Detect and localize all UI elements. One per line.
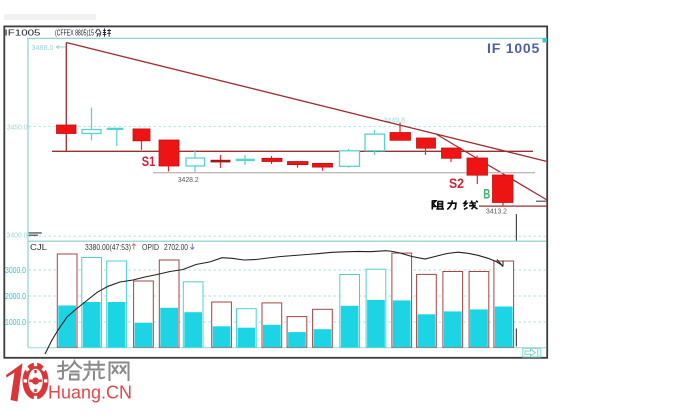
svg-text:3000.0: 3000.0: [5, 266, 27, 275]
svg-text:3488.0: 3488.0: [32, 43, 54, 52]
svg-text:3413.2: 3413.2: [486, 207, 507, 216]
svg-text:B: B: [483, 186, 490, 202]
svg-text:(CFFEX 8805)15: (CFFEX 8805)15: [55, 28, 94, 38]
svg-text:CJL: CJL: [30, 242, 47, 252]
svg-text:OPID: OPID: [142, 242, 159, 252]
svg-text:3450.0: 3450.0: [7, 123, 28, 132]
svg-text:IF1005: IF1005: [5, 28, 41, 38]
svg-text:2000.0: 2000.0: [5, 292, 27, 301]
svg-text:2702.00: 2702.00: [164, 242, 188, 252]
svg-text:S2: S2: [449, 175, 464, 191]
svg-text:3380.00(47:53): 3380.00(47:53): [85, 242, 131, 252]
svg-text:1000.0: 1000.0: [5, 318, 27, 327]
svg-text:3449.8: 3449.8: [384, 115, 406, 124]
svg-text:Huang.CN: Huang.CN: [48, 382, 132, 403]
svg-text:S1: S1: [142, 153, 156, 169]
svg-text:IF 1005: IF 1005: [487, 40, 540, 56]
svg-text:3400.0: 3400.0: [7, 231, 28, 240]
svg-text:3428.2: 3428.2: [178, 175, 199, 184]
